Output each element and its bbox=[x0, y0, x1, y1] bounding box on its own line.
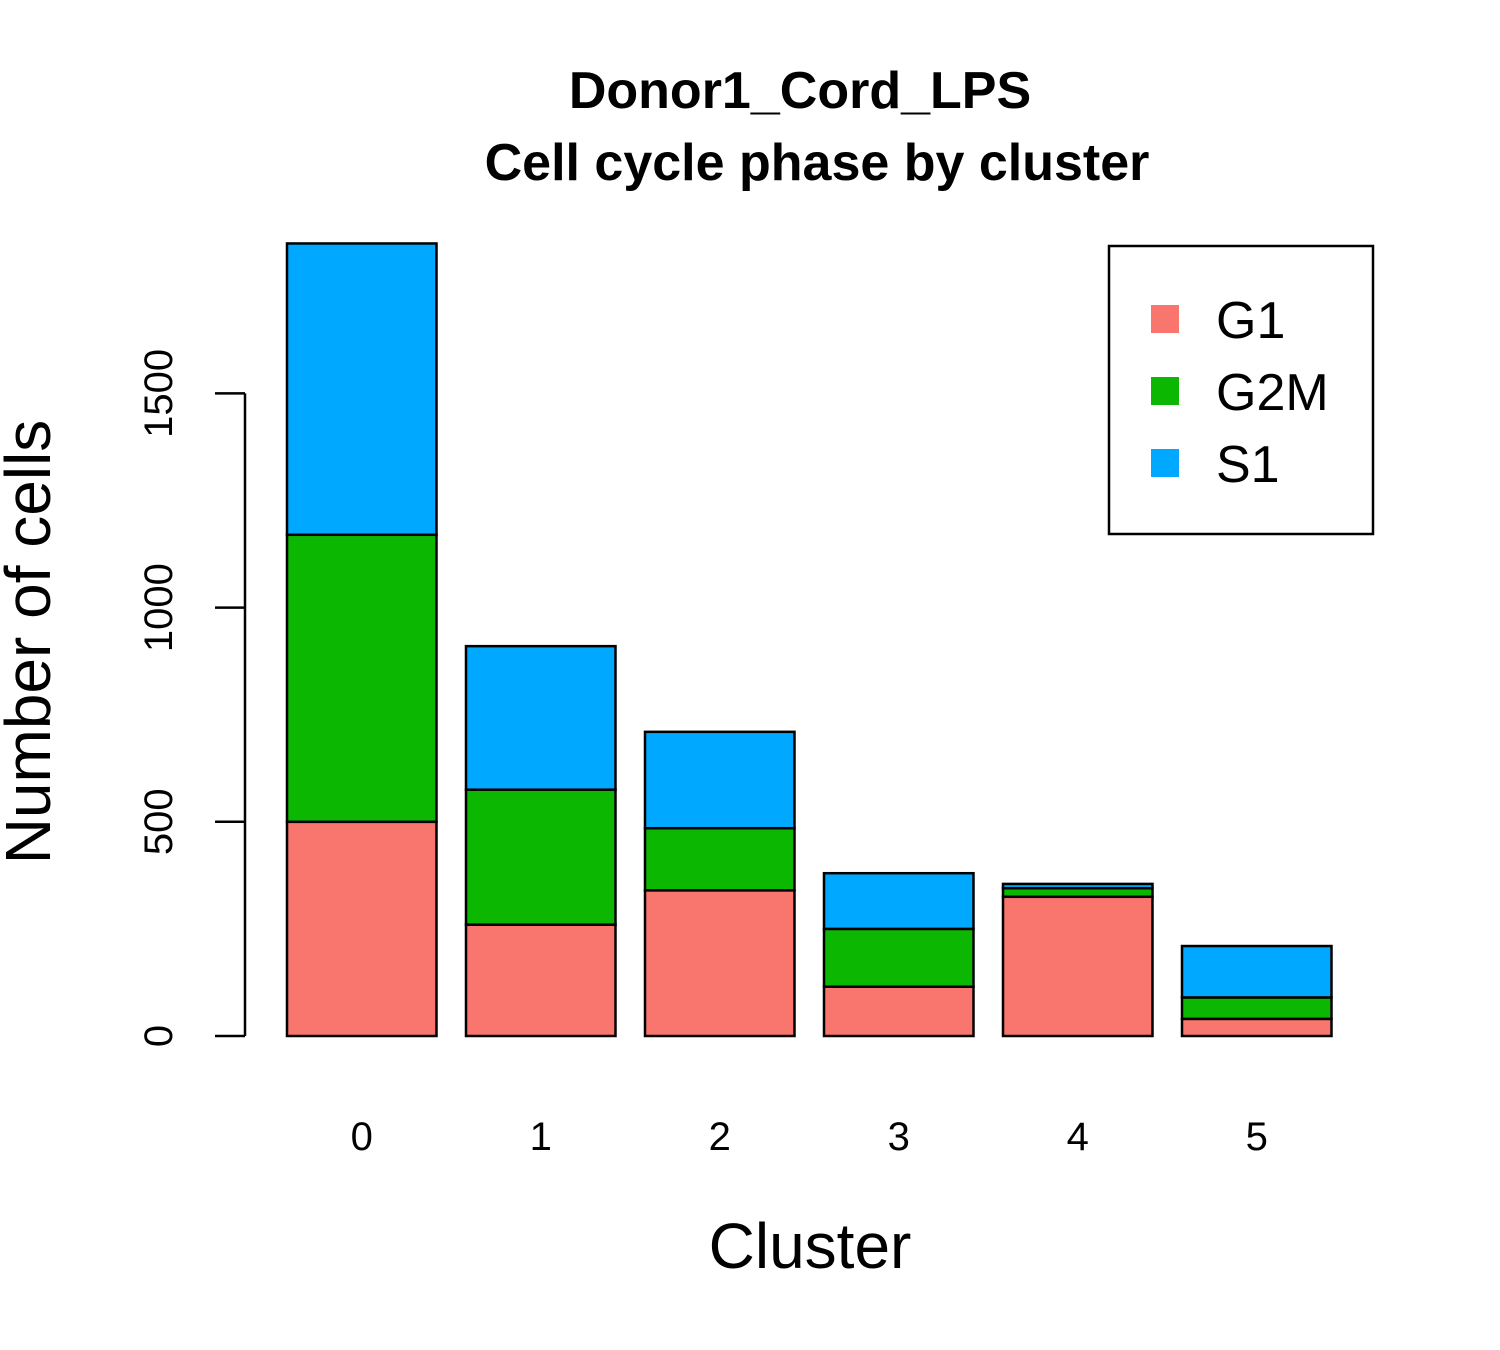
bar-cluster-2-g1 bbox=[643, 889, 796, 1038]
bar-cluster-1-g2m bbox=[464, 788, 617, 926]
bar-cluster-1-s1 bbox=[464, 644, 617, 791]
bar-cluster-5-g1 bbox=[1180, 1017, 1333, 1038]
bar-cluster-3-g1 bbox=[822, 985, 975, 1038]
x-tick-label: 4 bbox=[1067, 1115, 1089, 1159]
x-tick-label: 3 bbox=[888, 1115, 910, 1159]
y-tick-label: 1000 bbox=[137, 563, 181, 652]
bar-cluster-4-s1 bbox=[1001, 882, 1154, 890]
x-axis-label: Cluster bbox=[709, 1210, 912, 1282]
bar-cluster-0-g1 bbox=[285, 820, 438, 1038]
bar-cluster-2-g2m bbox=[643, 826, 796, 892]
x-axis-tick-labels: 0 1 2 3 4 5 bbox=[351, 1115, 1268, 1159]
y-axis-label: Number of cells bbox=[0, 420, 64, 865]
x-tick-label: 2 bbox=[709, 1115, 731, 1159]
bar-cluster-1-g1 bbox=[464, 923, 617, 1038]
bar-cluster-0-g2m bbox=[285, 533, 438, 824]
bar-cluster-5-s1 bbox=[1180, 944, 1333, 999]
bar-cluster-4-g1 bbox=[1001, 895, 1154, 1038]
legend-swatch-g1 bbox=[1151, 305, 1179, 333]
bar-cluster-4-g2m bbox=[1001, 886, 1154, 899]
bar-cluster-2-s1 bbox=[643, 730, 796, 830]
bar-cluster-5-g2m bbox=[1180, 996, 1333, 1021]
bar-cluster-0-s1 bbox=[285, 242, 438, 537]
legend-label-g2m: G2M bbox=[1216, 364, 1329, 422]
x-tick-label: 0 bbox=[351, 1115, 373, 1159]
y-tick-label: 500 bbox=[137, 788, 181, 855]
x-tick-label: 1 bbox=[530, 1115, 552, 1159]
bar-cluster-3-g2m bbox=[822, 927, 975, 988]
bar-cluster-3-s1 bbox=[822, 871, 975, 931]
chart-title: Donor1_Cord_LPS bbox=[569, 62, 1031, 120]
legend-swatch-g2m bbox=[1151, 377, 1179, 405]
y-tick-label: 1500 bbox=[137, 349, 181, 438]
legend: G1 G2M S1 bbox=[1107, 244, 1375, 536]
bars bbox=[285, 242, 1333, 1038]
legend-label-s1: S1 bbox=[1216, 436, 1280, 494]
x-tick-label: 5 bbox=[1246, 1115, 1268, 1159]
chart-subtitle: Cell cycle phase by cluster bbox=[485, 134, 1150, 192]
y-axis: 0 500 1000 1500 bbox=[137, 349, 247, 1047]
legend-label-g1: G1 bbox=[1216, 292, 1285, 350]
legend-swatch-s1 bbox=[1151, 449, 1179, 477]
y-tick-label: 0 bbox=[137, 1025, 181, 1047]
